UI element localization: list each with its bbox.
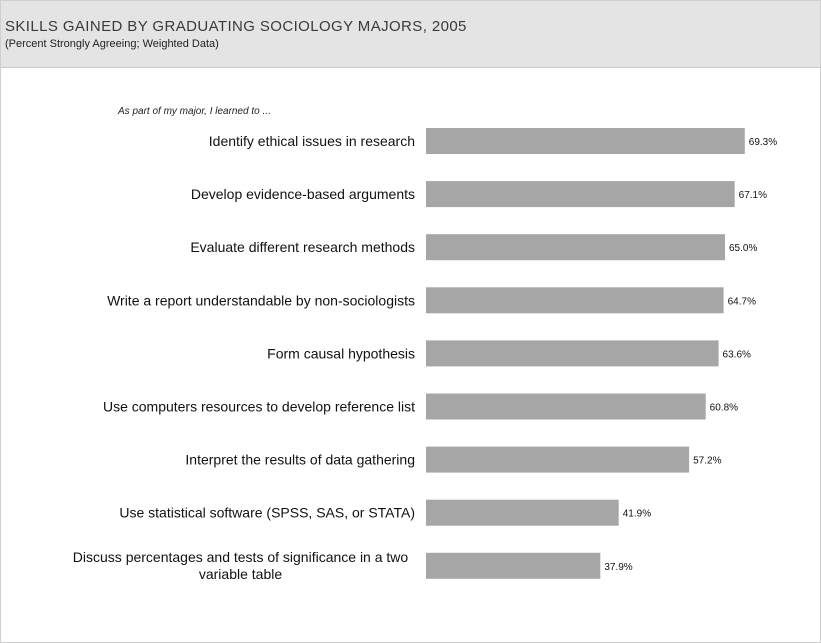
- value-label: 41.9%: [623, 509, 651, 520]
- category-header: As part of my major, I learned to ...: [117, 106, 271, 117]
- category-label: Identify ethical issues in research: [209, 133, 415, 149]
- value-label: 37.9%: [604, 562, 632, 573]
- category-labels-group: Identify ethical issues in research Devel…: [73, 133, 415, 582]
- bar: [426, 340, 719, 367]
- value-label: 60.8%: [710, 403, 738, 414]
- bar: [426, 446, 690, 473]
- bar: [426, 181, 735, 208]
- bars-group: [426, 128, 745, 579]
- category-label: Form causal hypothesis: [267, 345, 415, 361]
- category-label: Write a report understandable by non-soc…: [107, 292, 415, 308]
- chart-subtitle: (Percent Strongly Agreeing; Weighted Dat…: [5, 38, 219, 50]
- value-label: 69.3%: [749, 137, 777, 148]
- category-label: Develop evidence-based arguments: [191, 186, 415, 202]
- chart-header: SKILLS GAINED BY GRADUATING SOCIOLOGY MA…: [1, 1, 820, 68]
- chart-title: SKILLS GAINED BY GRADUATING SOCIOLOGY MA…: [5, 18, 467, 35]
- value-labels-group: 69.3% 67.1% 65.0% 64.7% 63.6% 60.8% 57.2% 41.9%…: [604, 137, 777, 573]
- value-label: 57.2%: [693, 456, 721, 467]
- value-label: 67.1%: [739, 190, 767, 201]
- category-label: Use computers resources to develop refer…: [103, 399, 415, 415]
- bar: [426, 128, 745, 154]
- value-label: 63.6%: [723, 349, 751, 360]
- bar: [426, 393, 706, 420]
- bar: [426, 552, 601, 579]
- value-label: 64.7%: [728, 296, 756, 307]
- bar: [426, 234, 725, 261]
- bar: [426, 499, 619, 526]
- category-label: Use statistical software (SPSS, SAS, or …: [119, 505, 415, 521]
- category-label: Interpret the results of data gathering: [185, 452, 415, 468]
- bar: [426, 287, 724, 314]
- category-label: Evaluate different research methods: [190, 239, 415, 255]
- value-label: 65.0%: [729, 243, 757, 254]
- category-label: Discuss percentages and tests of signifi…: [73, 549, 409, 582]
